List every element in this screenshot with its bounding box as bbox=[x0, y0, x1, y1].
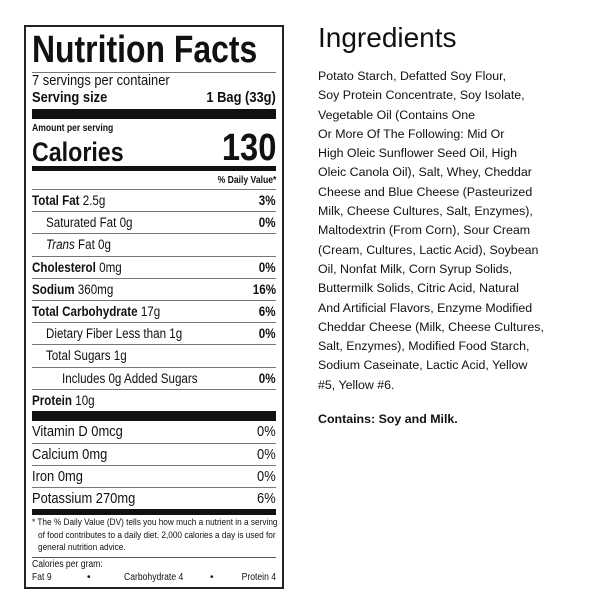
vitamin-label: Calcium 0mg bbox=[32, 446, 108, 463]
daily-value: 0% bbox=[257, 423, 276, 440]
nutrient-row: Total Carbohydrate 17g 6% bbox=[32, 300, 276, 323]
nutrient-label: Dietary Fiber Less than 1g bbox=[46, 326, 183, 342]
nutrient-label: Cholesterol 0mg bbox=[32, 259, 122, 275]
medium-divider bbox=[32, 166, 276, 171]
vitamin-label: Vitamin D 0mcg bbox=[32, 423, 123, 440]
nutrient-label: Trans Fat 0g bbox=[46, 237, 111, 253]
daily-value: 0% bbox=[259, 259, 276, 275]
ingredients-line: Sodium Caseinate, Lactic Acid, Yellow bbox=[318, 358, 528, 373]
vitamin-row: Iron 0mg 0% bbox=[32, 465, 276, 488]
serving-size: Serving size 1 Bag (33g) bbox=[32, 89, 276, 106]
ingredients-line: Oleic Canola Oil), Salt, Whey, Cheddar bbox=[318, 165, 532, 180]
thick-divider bbox=[32, 411, 276, 421]
ingredients-line: Salt, Enzymes), Modified Food Starch, bbox=[318, 339, 530, 354]
ingredients-line: Oil, Nonfat Milk, Corn Syrup Solids, bbox=[318, 261, 513, 276]
calories-per-gram: Calories per gram: Fat 9 • Carbohydrate … bbox=[32, 559, 276, 583]
nutrient-row: Dietary Fiber Less than 1g 0% bbox=[32, 322, 276, 345]
ingredients-line: Buttermilk Solids, Citric Acid, Natural bbox=[318, 281, 520, 296]
calories-row: Calories 130 bbox=[32, 127, 276, 169]
ingredients-line: Potato Starch, Defatted Soy Flour, bbox=[318, 69, 507, 83]
daily-value: 0% bbox=[257, 468, 276, 485]
daily-value: 0% bbox=[257, 446, 276, 463]
ingredients-line: (Cream, Cultures, Lactic Acid), Soybean bbox=[318, 242, 539, 257]
daily-value: 6% bbox=[257, 490, 276, 507]
vitamin-row: Calcium 0mg 0% bbox=[32, 443, 276, 466]
ingredients-line: Cheese and Blue Cheese (Pasteurized bbox=[318, 184, 533, 199]
ingredients-line: Maltodextrin (From Corn), Sour Cream bbox=[318, 223, 531, 238]
nutrient-row: Total Fat 2.5g 3% bbox=[32, 189, 276, 212]
vitamin-label: Potassium 270mg bbox=[32, 490, 136, 507]
label-title: Nutrition Facts bbox=[32, 29, 258, 71]
ingredients-line: Cheddar Cheese (Milk, Cheese Cultures, bbox=[318, 319, 544, 334]
nutrient-label: Total Carbohydrate 17g bbox=[32, 304, 161, 319]
nutrient-row: Sodium 360mg 16% bbox=[32, 277, 276, 301]
nutrition-facts-label: Nutrition Facts 7 servings per container… bbox=[24, 25, 284, 589]
thick-divider bbox=[32, 109, 276, 119]
nutrient-row: Total Sugars 1g bbox=[32, 344, 276, 367]
ingredients-section: Ingredients Potato Starch, Defatted Soy … bbox=[318, 20, 588, 426]
vitamin-label: Iron 0mg bbox=[32, 468, 83, 485]
nutrient-row: Cholesterol 0mg 0% bbox=[32, 255, 276, 279]
daily-value: 0% bbox=[259, 326, 276, 342]
amount-per-serving: Amount per serving bbox=[32, 123, 114, 134]
ingredients-list: Potato Starch, Defatted Soy Flour, Soy Pr… bbox=[318, 67, 588, 395]
servings-per-container: 7 servings per container bbox=[32, 72, 170, 89]
nutrient-label: Total Sugars 1g bbox=[46, 348, 127, 364]
ingredients-line: #5, Yellow #6. bbox=[318, 377, 395, 392]
ingredients-line: And Artificial Flavors, Enzyme Modified bbox=[318, 300, 533, 315]
daily-value: 0% bbox=[259, 215, 276, 231]
ingredients-line: Or More Of The Following: Mid Or bbox=[318, 126, 505, 141]
ingredients-line: Milk, Cheese Cultures, Salt, Enzymes), bbox=[318, 204, 533, 219]
nutrient-row: Includes 0g Added Sugars 0% bbox=[32, 366, 276, 390]
allergen-statement: Contains: Soy and Milk. bbox=[318, 412, 458, 427]
footnote: * The % Daily Value (DV) tells you how m… bbox=[32, 517, 278, 553]
daily-value: 6% bbox=[259, 304, 276, 319]
daily-value-header: % Daily Value* bbox=[217, 175, 276, 186]
daily-value: 16% bbox=[252, 281, 276, 297]
ingredients-title: Ingredients bbox=[318, 22, 457, 53]
daily-value: 0% bbox=[259, 370, 276, 386]
daily-value: 3% bbox=[259, 193, 276, 208]
ingredients-line: Vegetable Oil (Contains One bbox=[318, 107, 476, 122]
ingredients-line: High Oleic Sunflower Seed Oil, High bbox=[318, 146, 518, 161]
ingredients-line: Soy Protein Concentrate, Soy Isolate, bbox=[318, 88, 525, 103]
vitamin-row: Vitamin D 0mcg 0% bbox=[32, 421, 276, 443]
nutrient-label: Saturated Fat 0g bbox=[46, 215, 133, 231]
nutrient-label: Total Fat 2.5g bbox=[32, 193, 106, 208]
nutrient-row: Trans Fat 0g bbox=[32, 233, 276, 256]
nutrient-row: Protein 10g bbox=[32, 388, 276, 412]
nutrient-label: Protein 10g bbox=[32, 392, 95, 408]
nutrient-label: Includes 0g Added Sugars bbox=[62, 370, 198, 386]
nutrient-label: Sodium 360mg bbox=[32, 281, 114, 297]
medium-divider bbox=[32, 509, 276, 515]
vitamin-row: Potassium 270mg 6% bbox=[32, 487, 276, 510]
nutrient-row: Saturated Fat 0g 0% bbox=[32, 211, 276, 234]
